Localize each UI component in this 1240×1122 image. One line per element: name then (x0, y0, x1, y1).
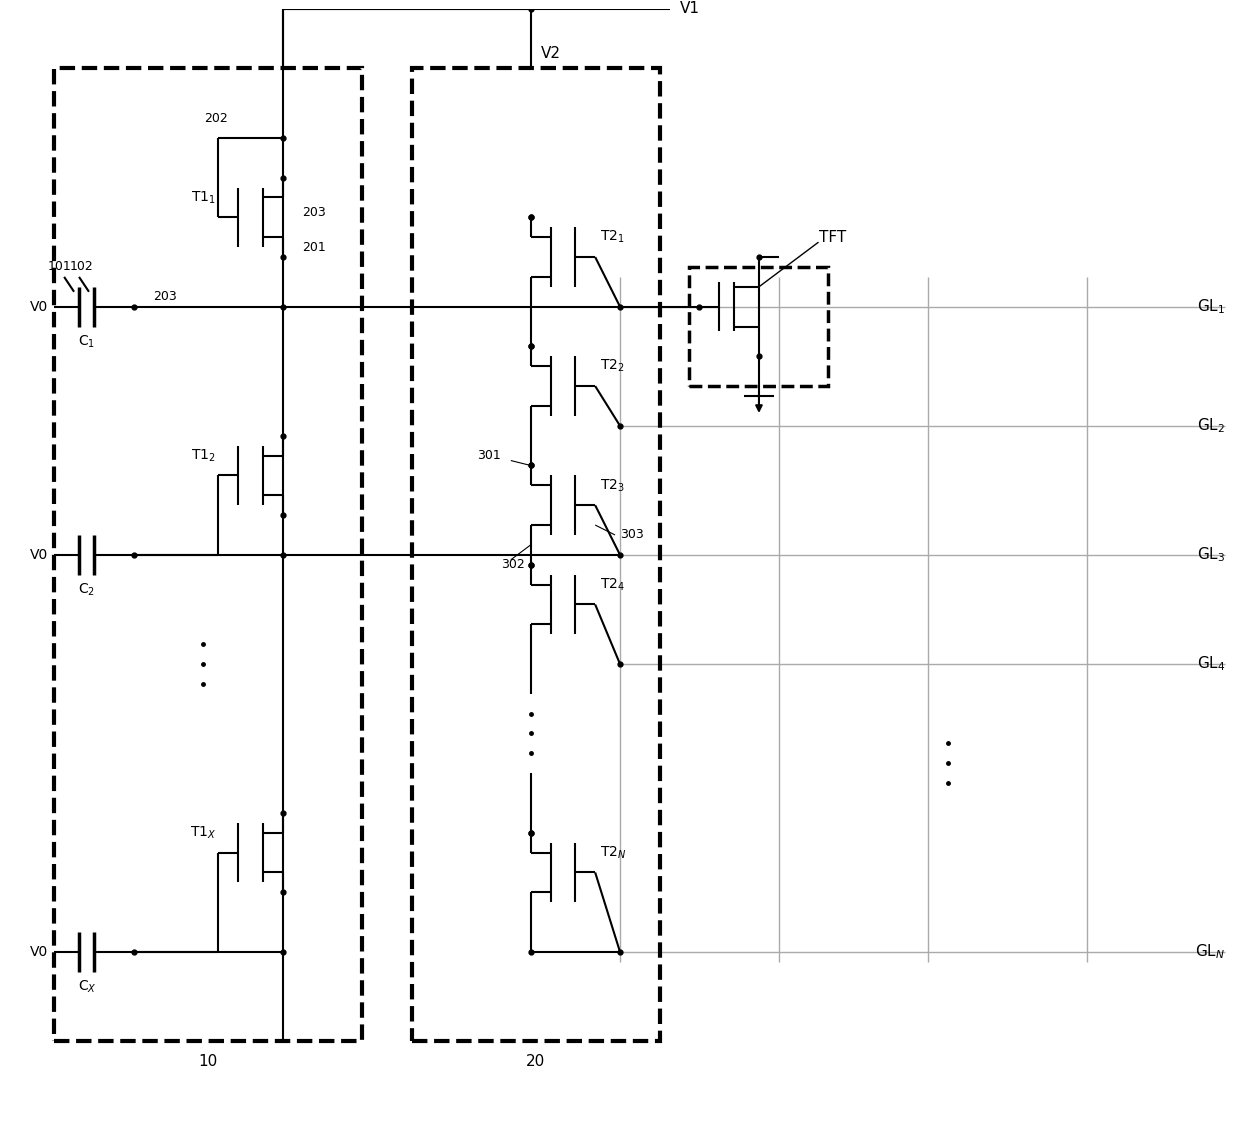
Text: GL$_3$: GL$_3$ (1197, 545, 1225, 564)
Text: V1: V1 (680, 1, 699, 17)
Text: C$_X$: C$_X$ (78, 978, 97, 995)
Text: V2: V2 (541, 46, 560, 61)
Text: 203: 203 (154, 291, 177, 303)
Bar (689, 267, 828, 386)
Text: GL$_1$: GL$_1$ (1198, 297, 1225, 316)
Text: T1$_2$: T1$_2$ (191, 448, 216, 463)
Text: T2$_N$: T2$_N$ (600, 845, 626, 861)
Text: TFT: TFT (818, 230, 846, 245)
Text: T1$_X$: T1$_X$ (190, 825, 216, 842)
Text: 101: 101 (47, 260, 71, 274)
Text: 203: 203 (303, 205, 326, 219)
Text: T2$_4$: T2$_4$ (600, 577, 625, 592)
Text: V0: V0 (30, 548, 47, 562)
Text: GL$_N$: GL$_N$ (1195, 942, 1225, 962)
Text: C$_2$: C$_2$ (78, 581, 95, 598)
Text: 10: 10 (198, 1054, 218, 1068)
Text: GL$_4$: GL$_4$ (1197, 654, 1225, 673)
Text: 302: 302 (501, 559, 525, 571)
Text: 301: 301 (477, 449, 501, 462)
Text: V0: V0 (30, 300, 47, 314)
Bar (412, 68, 660, 1041)
Text: GL$_2$: GL$_2$ (1198, 416, 1225, 435)
Text: T1$_1$: T1$_1$ (191, 190, 216, 205)
Text: T2$_1$: T2$_1$ (600, 229, 625, 246)
Text: T2$_2$: T2$_2$ (600, 358, 625, 375)
Text: 102: 102 (71, 260, 94, 274)
Text: T2$_3$: T2$_3$ (600, 477, 625, 494)
Text: 20: 20 (526, 1054, 546, 1068)
Text: 201: 201 (303, 240, 326, 254)
Text: 202: 202 (205, 111, 228, 125)
Text: V0: V0 (30, 945, 47, 959)
Bar (55, 68, 362, 1041)
Text: 303: 303 (620, 528, 644, 542)
Text: C$_1$: C$_1$ (78, 333, 95, 350)
